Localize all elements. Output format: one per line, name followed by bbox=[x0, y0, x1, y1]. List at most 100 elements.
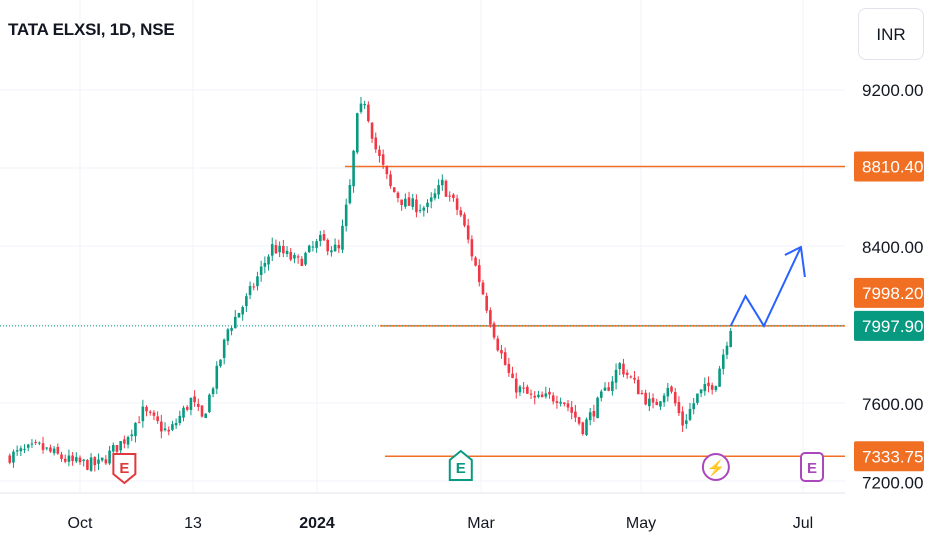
event-marker-earnings-1[interactable]: E bbox=[448, 449, 473, 481]
grid bbox=[0, 0, 845, 494]
candle-body bbox=[577, 417, 581, 424]
candle-body bbox=[444, 180, 448, 197]
candle-body bbox=[404, 198, 407, 207]
candle-body bbox=[381, 154, 385, 165]
candle-body bbox=[415, 199, 418, 213]
candle-body bbox=[378, 149, 381, 156]
price-tag-label: 8810.40 bbox=[862, 157, 923, 176]
candle-body bbox=[348, 185, 352, 204]
candle-body bbox=[714, 386, 718, 391]
candle-body bbox=[603, 387, 607, 391]
candle-body bbox=[82, 459, 85, 461]
candle-body bbox=[514, 378, 518, 393]
candle-body bbox=[97, 459, 100, 464]
candle-body bbox=[566, 403, 570, 408]
candle-body bbox=[307, 245, 311, 253]
horizontal-levels[interactable] bbox=[0, 165, 845, 458]
candle-body bbox=[666, 387, 670, 397]
candle-body bbox=[111, 445, 115, 452]
event-marker-earnings-0[interactable]: E bbox=[112, 453, 137, 485]
candle-body bbox=[614, 369, 618, 383]
candle-body bbox=[119, 441, 122, 451]
candle-body bbox=[204, 413, 207, 419]
candle-body bbox=[67, 455, 71, 462]
candle-body bbox=[23, 448, 26, 450]
candle-body bbox=[363, 103, 366, 106]
event-markers[interactable]: E E ⚡ E bbox=[112, 449, 825, 485]
candle-body bbox=[341, 225, 344, 250]
price-axis[interactable]: 9200.00 8400.00 7600.00 7200.00 8810.40 7998.… bbox=[854, 81, 924, 493]
candle-body bbox=[259, 266, 263, 275]
candle-body bbox=[93, 457, 97, 466]
candle-body bbox=[707, 382, 710, 387]
candle-body bbox=[333, 244, 337, 252]
candle-body bbox=[692, 403, 696, 410]
candle-body bbox=[241, 307, 244, 315]
candle-body bbox=[15, 450, 19, 452]
candle-body bbox=[396, 192, 400, 198]
event-marker-earnings-3[interactable]: E bbox=[800, 452, 825, 482]
price-tick-label: 7600.00 bbox=[862, 395, 923, 414]
event-marker-news-2[interactable]: ⚡ bbox=[701, 453, 730, 481]
candle-body bbox=[160, 421, 163, 432]
candle-body bbox=[167, 429, 171, 432]
currency-button[interactable]: INR bbox=[858, 8, 924, 60]
candle-body bbox=[322, 234, 326, 241]
candle-body bbox=[304, 252, 307, 265]
price-tag-7997.90[interactable]: 7997.90 bbox=[854, 310, 924, 341]
candle-body bbox=[607, 387, 610, 391]
price-tag-8810.40[interactable]: 8810.40 bbox=[854, 151, 924, 182]
time-axis[interactable]: Oct 13 2024 Mar May Jul bbox=[68, 515, 814, 532]
price-tag-7333.75[interactable]: 7333.75 bbox=[854, 441, 924, 472]
candle-body bbox=[622, 363, 625, 375]
candle-body bbox=[152, 412, 156, 416]
candle-body bbox=[86, 459, 89, 470]
candle-body bbox=[123, 439, 126, 444]
candle-body bbox=[12, 451, 15, 463]
candle-body bbox=[38, 442, 41, 444]
candle-body bbox=[296, 256, 300, 258]
candle-body bbox=[474, 257, 477, 266]
candle-body bbox=[145, 406, 148, 412]
candle-body bbox=[215, 365, 219, 389]
event-label: E bbox=[807, 460, 817, 477]
candle-body bbox=[448, 195, 451, 197]
event-shape bbox=[112, 453, 137, 485]
candle-body bbox=[248, 286, 252, 296]
candle-body bbox=[688, 408, 692, 420]
candle-body bbox=[718, 368, 721, 387]
candle-body bbox=[729, 330, 732, 348]
projection-arrow-path[interactable] bbox=[729, 246, 802, 328]
price-tag-7998.20[interactable]: 7998.20 bbox=[854, 277, 924, 308]
price-tick-label: 8400.00 bbox=[862, 238, 923, 257]
candle-body bbox=[319, 234, 322, 242]
candle-body bbox=[500, 350, 503, 354]
candles[interactable] bbox=[8, 96, 732, 472]
candle-body bbox=[640, 393, 644, 395]
candle-body bbox=[611, 381, 614, 391]
price-tag-label: 7333.75 bbox=[862, 447, 923, 466]
event-label: E bbox=[119, 460, 129, 477]
candle-body bbox=[211, 388, 215, 395]
projection-arrow-head[interactable] bbox=[784, 245, 806, 278]
price-tag-label: 7998.20 bbox=[862, 284, 923, 303]
candle-body bbox=[644, 392, 647, 405]
candle-body bbox=[289, 251, 293, 260]
candle-body bbox=[551, 395, 555, 402]
candle-body bbox=[507, 364, 511, 373]
projection-arrow[interactable] bbox=[729, 245, 806, 328]
candle-body bbox=[278, 245, 281, 253]
candle-body bbox=[267, 256, 270, 265]
candle-body bbox=[315, 241, 318, 248]
candle-body bbox=[544, 393, 548, 397]
candle-body bbox=[570, 407, 574, 413]
candle-body bbox=[293, 254, 296, 259]
candle-body bbox=[599, 391, 603, 398]
candle-body bbox=[56, 447, 60, 454]
candle-body bbox=[429, 197, 433, 202]
candle-body bbox=[104, 459, 108, 464]
candle-body bbox=[100, 457, 104, 461]
candle-body bbox=[452, 194, 455, 199]
candle-body bbox=[485, 295, 488, 311]
